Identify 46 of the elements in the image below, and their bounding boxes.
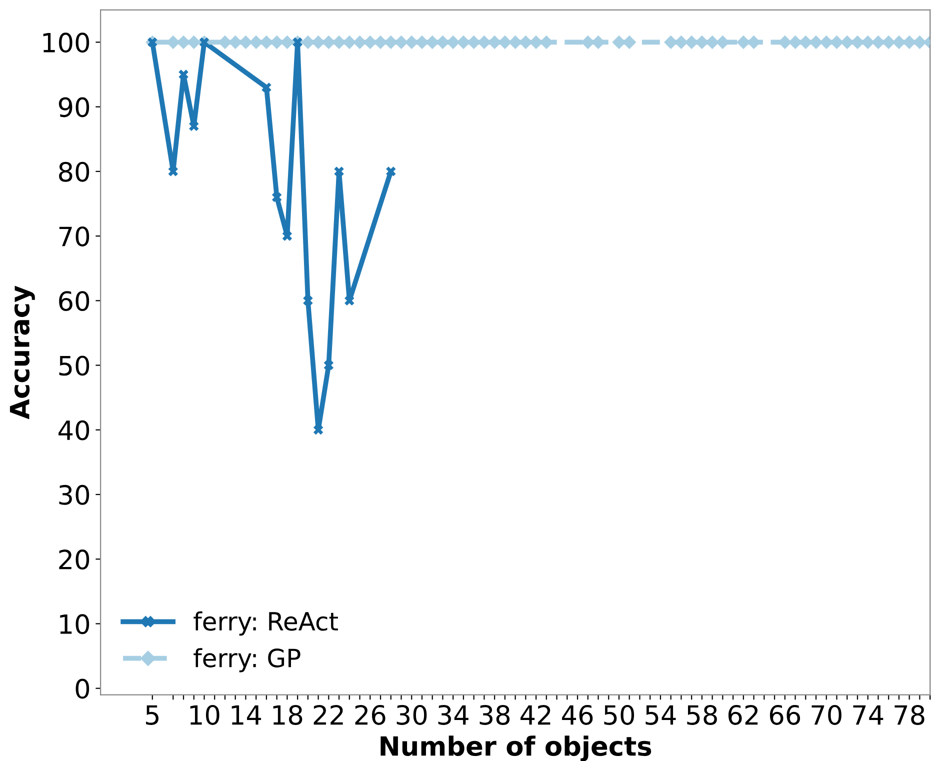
x-tick-label: 30 xyxy=(396,704,427,725)
point xyxy=(189,121,199,132)
point xyxy=(324,360,334,370)
x-tick-label: 54 xyxy=(646,705,676,725)
y-tick-label: 90 xyxy=(58,97,90,118)
y-axis-title: Accuracy xyxy=(10,286,35,420)
x-tick-label: 50 xyxy=(604,704,634,725)
x-tick-label: 5 xyxy=(146,705,158,725)
point xyxy=(344,296,354,306)
x-tick-label: 26 xyxy=(355,704,386,725)
point xyxy=(272,192,282,202)
point xyxy=(178,70,188,80)
legend-label: ferry: ReAct xyxy=(194,611,338,636)
y-tick-label: 70 xyxy=(59,226,90,246)
y-tick-label: 60 xyxy=(59,291,90,312)
x-tick-label: 70 xyxy=(812,704,842,725)
point xyxy=(262,82,272,92)
x-tick-label: 14 xyxy=(232,705,262,725)
x-tick-label: 62 xyxy=(728,704,758,725)
x-tick-label: 74 xyxy=(853,705,884,725)
x-tick-label: 38 xyxy=(480,704,510,725)
x-tick-label: 66 xyxy=(770,704,800,725)
legend-label: ferry: GP xyxy=(194,648,300,672)
point xyxy=(334,166,344,176)
y-tick-label: 50 xyxy=(59,356,90,376)
x-tick-label: 34 xyxy=(438,704,468,725)
point xyxy=(168,166,178,176)
x-tick-label: 58 xyxy=(687,704,717,725)
x-tick-label: 22 xyxy=(314,704,343,725)
y-tick-label: 0 xyxy=(76,678,90,699)
y-tick-label: 10 xyxy=(60,614,90,634)
y-tick-label: 80 xyxy=(59,162,90,182)
point xyxy=(282,231,292,241)
x-tick-label: 18 xyxy=(273,704,302,725)
y-tick-label: 100 xyxy=(43,32,90,53)
point xyxy=(386,166,396,176)
y-tick-label: 30 xyxy=(59,484,90,505)
y-tick-label: 20 xyxy=(59,550,90,570)
x-tick-label: 10 xyxy=(190,704,220,725)
x-tick-label: 42 xyxy=(520,704,550,725)
x-tick-label: 46 xyxy=(562,704,593,725)
y-tick-label: 40 xyxy=(58,420,90,440)
x-tick-label: 78 xyxy=(894,704,924,725)
point xyxy=(303,296,313,306)
point xyxy=(313,425,324,435)
x-axis-title: Number of objects xyxy=(380,736,652,761)
